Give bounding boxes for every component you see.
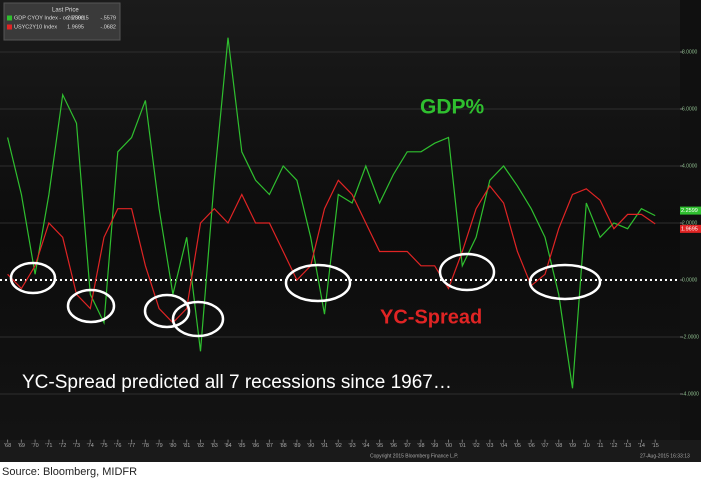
x-tick-label: '93 — [348, 443, 355, 449]
x-tick-label: '96 — [390, 443, 397, 449]
x-tick-label: '89 — [293, 443, 300, 449]
x-tick-label: '94 — [362, 443, 369, 449]
x-tick-label: '86 — [252, 443, 259, 449]
legend-change: -.5579 — [100, 15, 116, 21]
x-tick-label: '90 — [307, 443, 314, 449]
x-tick-label: '75 — [100, 443, 107, 449]
x-tick-label: '69 — [18, 443, 25, 449]
legend-title: Last Price — [52, 8, 79, 14]
x-tick-label: '06 — [528, 443, 535, 449]
x-tick-label: '77 — [128, 443, 135, 449]
annotation: YC-Spread predicted all 7 recessions sin… — [22, 372, 452, 393]
recession-circles — [9, 252, 602, 338]
recession-circle — [438, 252, 496, 292]
x-tick-label: '14 — [638, 443, 645, 449]
x-tick-label: '85 — [238, 443, 245, 449]
y-tick-label: 6.0000 — [682, 106, 698, 112]
x-tick-label: '80 — [169, 443, 176, 449]
x-tick-label: '72 — [59, 443, 66, 449]
x-tick-label: '03 — [486, 443, 493, 449]
legend-value: 2.2599 — [67, 15, 84, 21]
x-tick-label: '97 — [404, 443, 411, 449]
annotation: YC-Spread — [380, 306, 482, 328]
recession-circle — [528, 263, 602, 301]
x-tick-label: '82 — [197, 443, 204, 449]
recession-circle — [143, 293, 191, 329]
x-tick-label: '92 — [335, 443, 342, 449]
y-tick-label: 0.0000 — [682, 277, 698, 283]
series-line — [7, 37, 656, 389]
annotation: GDP% — [420, 96, 485, 119]
x-tick-label: '04 — [500, 443, 507, 449]
timestamp: 27-Aug-2015 16:33:13 — [640, 453, 690, 459]
x-tick-label: '01 — [459, 443, 466, 449]
x-tick-label: '73 — [73, 443, 80, 449]
last-price-tag — [680, 224, 701, 233]
x-tick-label: '95 — [376, 443, 383, 449]
x-tick-label: '83 — [211, 443, 218, 449]
y-tick-label: -2.0000 — [682, 334, 699, 340]
grid — [0, 51, 683, 443]
x-tick-label: '08 — [555, 443, 562, 449]
y-tick-label: 4.0000 — [682, 163, 698, 169]
x-tick-label: '76 — [114, 443, 121, 449]
x-tick-label: '91 — [321, 443, 328, 449]
legend-swatch — [7, 15, 12, 21]
legend: Last Price GDP CYOY Index - on 6/30/152.… — [3, 2, 121, 41]
axis-panel — [680, 0, 701, 440]
x-tick-label: '10 — [583, 443, 590, 449]
y-tick-label: -4.0000 — [682, 391, 699, 397]
x-tick-label: '99 — [431, 443, 438, 449]
x-tick-label: '15 — [652, 443, 659, 449]
x-tick-label: '70 — [32, 443, 39, 449]
legend-box — [3, 2, 121, 41]
legend-label: USYC2Y10 Index — [14, 24, 57, 30]
recession-circle — [66, 288, 116, 324]
source: Source: Bloomberg, MIDFR — [2, 466, 137, 478]
x-tick-label: '74 — [87, 443, 94, 449]
y-tick-label: 8.0000 — [682, 49, 698, 55]
last-price-label: 2.2599 — [681, 208, 698, 214]
y-tick-label: 2.0000 — [682, 220, 698, 226]
legend-value: 1.9695 — [67, 24, 84, 30]
x-tick-label: '84 — [224, 443, 231, 449]
x-tick-label: '00 — [445, 443, 452, 449]
x-tick-label: '05 — [514, 443, 521, 449]
x-tick-label: '87 — [266, 443, 273, 449]
legend-change: -.0682 — [100, 24, 116, 30]
copyright: Copyright 2015 Bloomberg Finance L.P. — [370, 453, 458, 459]
x-tick-label: '79 — [156, 443, 163, 449]
x-tick-label: '02 — [472, 443, 479, 449]
x-tick-label: '68 — [4, 443, 11, 449]
x-tick-label: '81 — [183, 443, 190, 449]
x-tick-label: '88 — [280, 443, 287, 449]
footer-background — [0, 462, 701, 480]
recession-circle — [284, 263, 352, 303]
x-tick-label: '98 — [417, 443, 424, 449]
x-tick-label: '07 — [541, 443, 548, 449]
x-tick-label: '71 — [45, 443, 52, 449]
last-price-tag — [680, 206, 701, 215]
legend-swatch — [7, 24, 12, 30]
last-price-label: 1.9695 — [681, 226, 698, 232]
x-tick-label: '13 — [624, 443, 631, 449]
x-tick-label: '09 — [569, 443, 576, 449]
recession-circle — [9, 261, 57, 295]
x-tick-label: '78 — [142, 443, 149, 449]
recession-circle — [171, 300, 225, 338]
x-tick-label: '11 — [597, 443, 604, 449]
legend-label: GDP CYOY Index - on 6/30/15 — [14, 15, 89, 21]
x-tick-label: '12 — [610, 443, 617, 449]
x-axis-panel — [0, 440, 701, 462]
